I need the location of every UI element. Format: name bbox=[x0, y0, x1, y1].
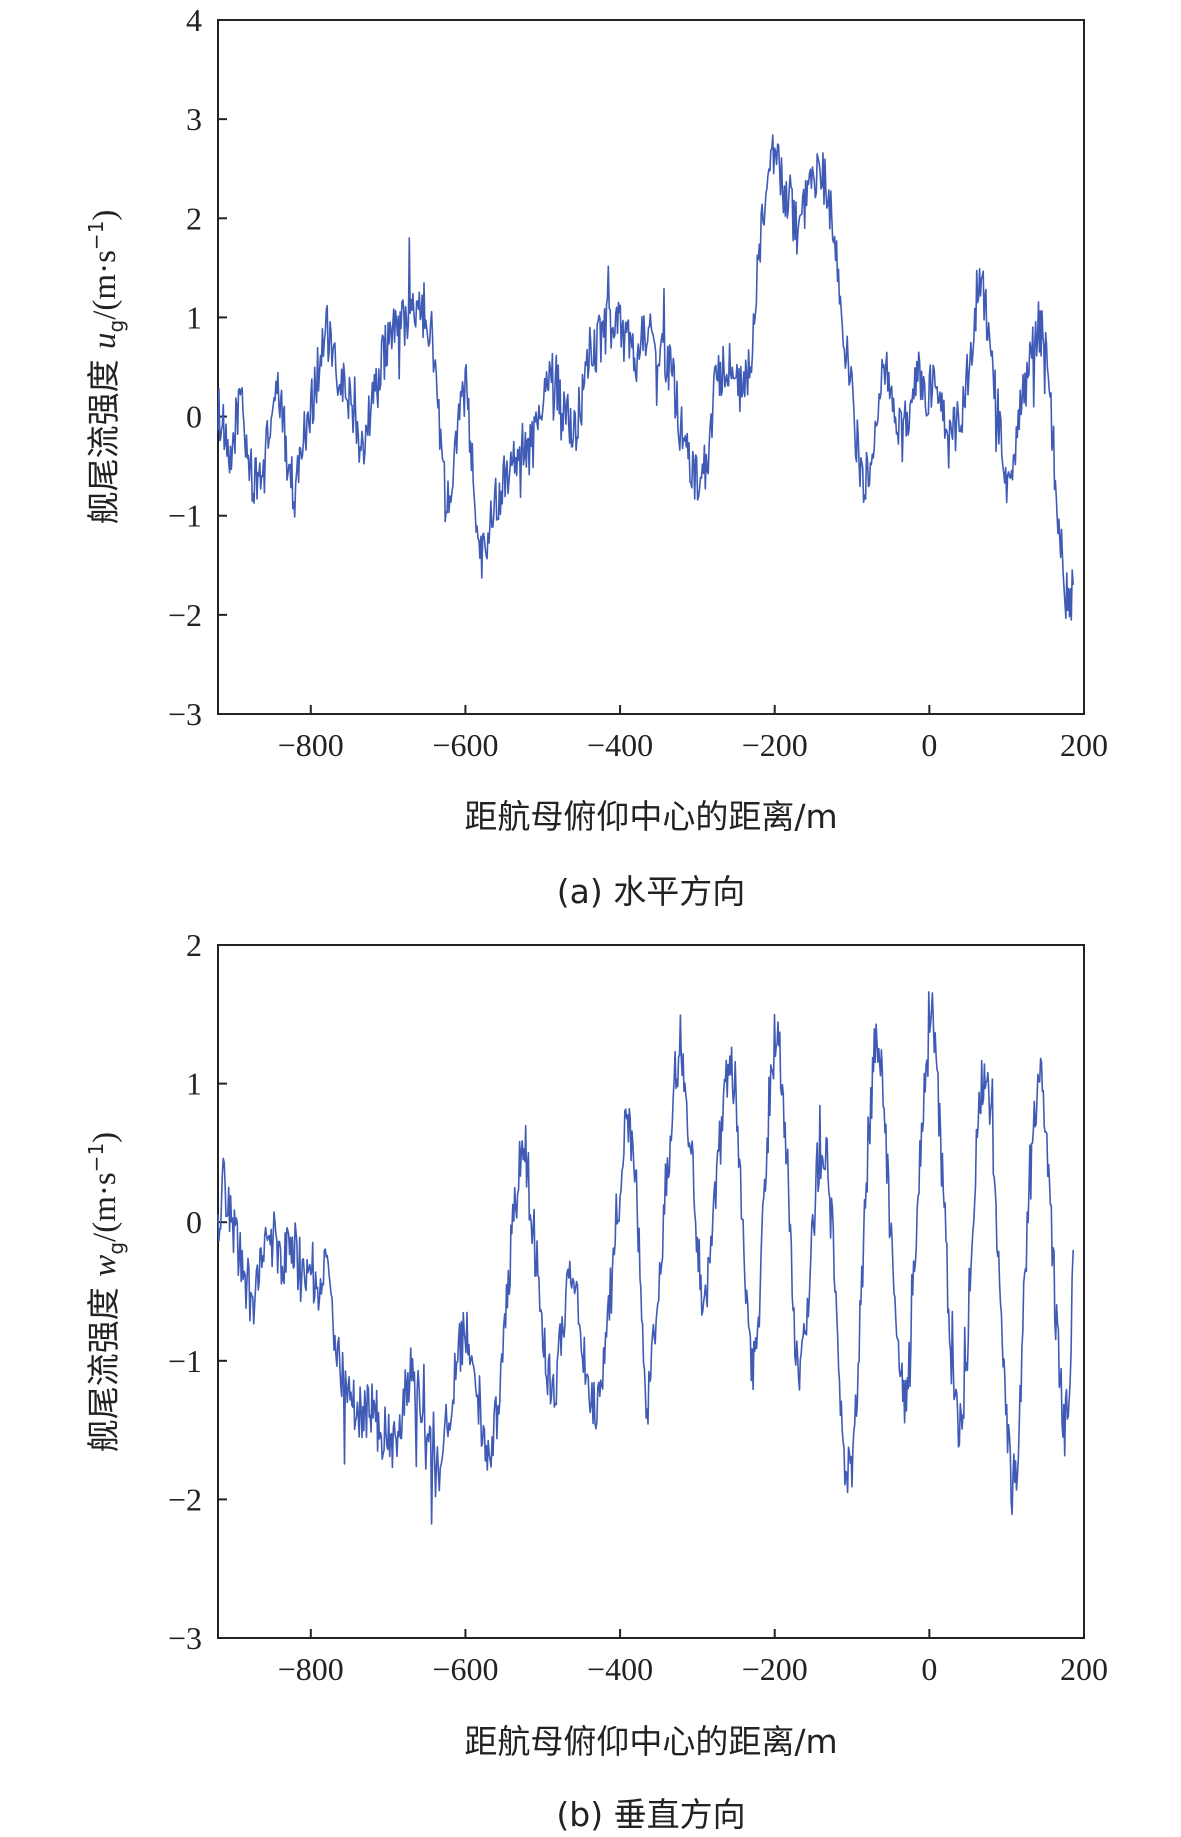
y-axis-title-b: 舰尾流强度 wg/(m·s−1) bbox=[84, 1132, 128, 1452]
y-tick-label-b: −1 bbox=[168, 1343, 202, 1379]
y-tick-label-a: 4 bbox=[186, 2, 202, 38]
y-axis-title-a: 舰尾流强度 ug/(m·s−1) bbox=[84, 210, 128, 525]
y-tick-label-a: −2 bbox=[168, 597, 202, 633]
x-tick-label-b: −600 bbox=[432, 1651, 498, 1687]
x-tick-label-b: −200 bbox=[742, 1651, 808, 1687]
y-axis-var-a: u bbox=[87, 332, 123, 349]
y-axis-close-a: ) bbox=[87, 210, 123, 221]
x-tick-label-b: 0 bbox=[921, 1651, 937, 1687]
y-tick-label-b: −2 bbox=[168, 1481, 202, 1517]
y-axis-prefix-b: 舰尾流强度 bbox=[84, 1277, 123, 1453]
x-tick-label-a: −600 bbox=[432, 727, 498, 763]
series-line-ug bbox=[217, 134, 1074, 621]
y-axis-unit-a: /(m·s bbox=[87, 250, 123, 320]
tick-labels-b: −800 −600 −400 −200 0 200 −3 −2 −1 0 1 2 bbox=[168, 927, 1108, 1687]
y-tick-label-a: 3 bbox=[186, 101, 202, 137]
x-axis-title-b: 距航母俯仰中心的距离/m bbox=[464, 1722, 837, 1761]
tick-group-b bbox=[218, 944, 1085, 1639]
y-tick-label-b: 2 bbox=[186, 927, 202, 963]
y-tick-label-a: 0 bbox=[186, 399, 202, 435]
y-tick-label-a: 2 bbox=[186, 200, 202, 236]
y-axis-var-b: w bbox=[87, 1255, 123, 1277]
y-axis-unit-b: /(m·s bbox=[87, 1172, 123, 1242]
panel-caption-a: (a) 水平方向 bbox=[557, 872, 745, 911]
tick-labels-a: −800 −600 −400 −200 0 200 −3 −2 −1 0 1 2 3 4 bbox=[168, 2, 1108, 763]
x-tick-label-a: 200 bbox=[1060, 727, 1108, 763]
x-tick-label-a: −200 bbox=[742, 727, 808, 763]
plot-frame-b bbox=[217, 944, 1085, 1639]
series-line-wg bbox=[217, 991, 1074, 1525]
x-tick-label-a: −400 bbox=[587, 727, 653, 763]
y-tick-label-b: 1 bbox=[186, 1066, 202, 1102]
y-axis-sub-a: g bbox=[104, 320, 128, 333]
x-tick-label-a: 0 bbox=[921, 727, 937, 763]
x-axis-title-a: 距航母俯仰中心的距离/m bbox=[464, 797, 837, 836]
y-tick-label-a: −1 bbox=[168, 498, 202, 534]
plot-frame-a bbox=[217, 19, 1085, 715]
panel-caption-b: (b) 垂直方向 bbox=[556, 1795, 745, 1834]
panel-horizontal: −800 −600 −400 −200 0 200 −3 −2 −1 0 1 2 3 4 距航母俯仰中心的… bbox=[84, 2, 1108, 911]
y-axis-sub-b: g bbox=[104, 1242, 128, 1255]
x-tick-label-a: −800 bbox=[278, 727, 344, 763]
x-tick-label-b: 200 bbox=[1060, 1651, 1108, 1687]
panel-vertical: −800 −600 −400 −200 0 200 −3 −2 −1 0 1 2 距航母俯仰中心的距离… bbox=[84, 927, 1108, 1834]
y-axis-close-b: ) bbox=[87, 1132, 123, 1143]
y-tick-label-a: −3 bbox=[168, 696, 202, 732]
tick-group-a bbox=[218, 19, 1085, 715]
y-tick-label-a: 1 bbox=[186, 299, 202, 335]
y-axis-prefix-a: 舰尾流强度 bbox=[84, 349, 123, 525]
y-tick-label-b: −3 bbox=[168, 1620, 202, 1656]
x-tick-label-b: −400 bbox=[587, 1651, 653, 1687]
y-axis-sup-b: −1 bbox=[84, 1143, 108, 1172]
x-tick-label-b: −800 bbox=[278, 1651, 344, 1687]
y-axis-sup-a: −1 bbox=[84, 221, 108, 250]
y-tick-label-b: 0 bbox=[186, 1204, 202, 1240]
